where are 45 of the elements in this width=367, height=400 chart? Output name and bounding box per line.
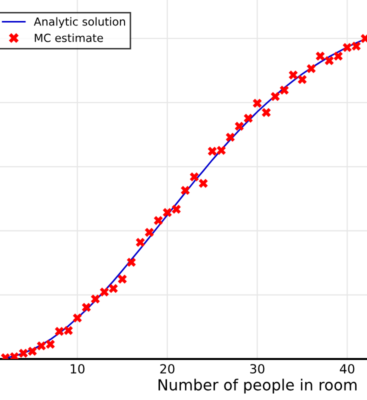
x-tick-label: 20 — [160, 364, 174, 374]
point — [316, 52, 325, 61]
point — [72, 313, 82, 322]
point — [82, 302, 91, 312]
point — [100, 288, 109, 297]
point — [270, 92, 280, 101]
legend-label: MC estimate — [34, 33, 103, 42]
point — [216, 146, 226, 155]
point — [288, 70, 298, 80]
point — [334, 52, 343, 61]
point — [244, 114, 253, 123]
point — [64, 326, 73, 335]
point — [28, 346, 37, 356]
point — [46, 340, 55, 349]
point — [126, 258, 136, 267]
point — [306, 64, 316, 74]
x-tick-label: 40 — [340, 364, 354, 374]
point — [162, 208, 172, 218]
point — [180, 186, 190, 195]
point — [18, 348, 28, 358]
x-tick-label: 10 — [70, 364, 84, 374]
point — [298, 74, 307, 84]
point — [118, 274, 127, 284]
point — [36, 341, 46, 350]
point — [108, 284, 118, 293]
point — [172, 204, 181, 214]
point — [90, 294, 100, 304]
point — [54, 326, 64, 336]
point — [280, 86, 289, 95]
point — [342, 42, 352, 52]
x-axis-title: Number of people in room — [158, 378, 357, 394]
point — [234, 122, 244, 131]
point — [136, 238, 145, 247]
point — [144, 228, 154, 237]
point — [190, 172, 199, 182]
legend-label: Analytic solution — [34, 17, 126, 28]
point — [262, 108, 271, 118]
x-tick-label: 30 — [250, 364, 264, 374]
point — [198, 178, 208, 188]
point — [226, 132, 235, 142]
point — [154, 216, 163, 226]
point — [208, 146, 217, 156]
point — [252, 98, 262, 108]
point — [324, 56, 334, 66]
point — [352, 42, 361, 51]
